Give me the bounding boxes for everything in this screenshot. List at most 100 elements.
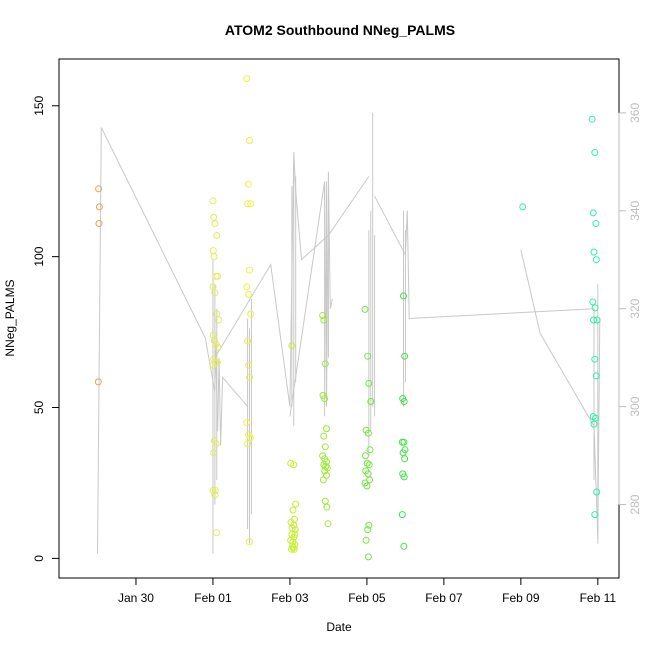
x-tick-label: Feb 03 bbox=[271, 591, 309, 605]
data-point bbox=[401, 455, 409, 463]
data-point bbox=[321, 497, 329, 505]
x-tick-label: Feb 05 bbox=[348, 591, 386, 605]
data-point bbox=[592, 256, 600, 264]
data-point bbox=[214, 343, 222, 351]
trace-segment bbox=[289, 171, 333, 417]
data-point bbox=[244, 440, 252, 448]
data-point bbox=[364, 429, 372, 437]
x-tick-label: Feb 11 bbox=[580, 591, 617, 605]
data-point bbox=[400, 542, 408, 550]
y2-tick-label: 360 bbox=[628, 103, 642, 123]
data-point bbox=[288, 545, 295, 553]
data-point bbox=[589, 209, 597, 217]
data-point bbox=[212, 440, 220, 448]
data-point bbox=[244, 180, 252, 188]
data-point bbox=[213, 310, 221, 318]
plot-frame bbox=[58, 58, 620, 579]
data-point bbox=[289, 506, 297, 514]
y-axis-right: 280 300 320 340 360 bbox=[618, 103, 642, 515]
data-point bbox=[247, 310, 255, 318]
trace-segment bbox=[520, 249, 601, 539]
y-tick-label: 150 bbox=[32, 95, 46, 115]
data-point bbox=[290, 461, 298, 469]
data-point bbox=[209, 361, 217, 369]
data-point bbox=[292, 500, 300, 508]
y-tick-label: 100 bbox=[32, 246, 46, 266]
data-point bbox=[209, 283, 217, 291]
data-point bbox=[243, 75, 251, 83]
trace-segment bbox=[214, 151, 370, 407]
data-point bbox=[324, 520, 332, 528]
data-point bbox=[591, 149, 599, 156]
data-point bbox=[401, 352, 409, 360]
data-point bbox=[209, 487, 217, 494]
data-point bbox=[591, 304, 599, 312]
data-point bbox=[365, 379, 373, 387]
y-axis-label: NNeg_PALMS bbox=[3, 279, 17, 356]
data-point bbox=[320, 432, 328, 440]
x-tick-label: Feb 01 bbox=[194, 591, 232, 605]
data-point bbox=[322, 462, 330, 470]
data-point bbox=[95, 203, 103, 211]
data-point bbox=[400, 292, 407, 300]
data-point bbox=[591, 511, 599, 519]
data-point bbox=[245, 361, 253, 369]
data-point bbox=[246, 434, 254, 442]
data-point bbox=[291, 526, 299, 534]
data-point bbox=[588, 115, 596, 123]
trajectory-trace bbox=[97, 112, 601, 554]
data-point bbox=[364, 553, 372, 561]
y-axis-left: 0 50 100 150 bbox=[32, 95, 60, 562]
data-point bbox=[367, 398, 375, 405]
data-point bbox=[247, 200, 255, 208]
data-point bbox=[95, 185, 103, 193]
data-point bbox=[211, 487, 219, 494]
y2-tick-label: 340 bbox=[628, 200, 642, 220]
data-point bbox=[212, 529, 220, 537]
data-point bbox=[320, 316, 328, 324]
data-point bbox=[591, 355, 599, 363]
data-point bbox=[362, 536, 370, 544]
data-point bbox=[244, 337, 252, 345]
data-point bbox=[246, 266, 253, 274]
data-point bbox=[589, 298, 597, 306]
data-point bbox=[321, 395, 329, 402]
data-point bbox=[590, 316, 598, 324]
x-tick-label: Feb 07 bbox=[425, 591, 463, 605]
data-point bbox=[243, 283, 251, 291]
data-point bbox=[246, 373, 253, 381]
data-point bbox=[400, 438, 408, 446]
y-tick-label: 0 bbox=[32, 555, 46, 562]
chart-title: ATOM2 Southbound NNeg_PALMS bbox=[225, 22, 455, 38]
data-point bbox=[592, 372, 600, 380]
y2-tick-label: 320 bbox=[628, 298, 642, 318]
data-point bbox=[289, 544, 297, 552]
data-point bbox=[243, 419, 251, 427]
y2-tick-label: 280 bbox=[628, 494, 642, 514]
data-point bbox=[209, 247, 217, 255]
x-axis-label: Date bbox=[326, 620, 352, 634]
x-tick-label: Jan 30 bbox=[118, 591, 154, 605]
data-point bbox=[590, 248, 598, 256]
data-point bbox=[209, 197, 217, 205]
data-point bbox=[590, 420, 598, 428]
data-point bbox=[319, 476, 327, 484]
data-point bbox=[593, 488, 601, 496]
data-point bbox=[215, 316, 223, 324]
data-point bbox=[288, 342, 296, 350]
data-point bbox=[364, 352, 372, 360]
y2-tick-label: 300 bbox=[628, 396, 642, 416]
data-point bbox=[94, 378, 102, 386]
data-point bbox=[211, 220, 219, 227]
data-point bbox=[211, 491, 219, 499]
data-point bbox=[211, 289, 219, 297]
data-point bbox=[213, 232, 221, 239]
data-point bbox=[95, 220, 103, 227]
data-points bbox=[94, 75, 601, 561]
x-axis: Jan 30 Feb 01 Feb 03 Feb 05 Feb 07 Feb 09 Feb … bbox=[118, 577, 617, 605]
data-point bbox=[210, 449, 218, 457]
data-point bbox=[363, 482, 371, 490]
data-point bbox=[321, 443, 329, 451]
data-point bbox=[323, 503, 331, 511]
